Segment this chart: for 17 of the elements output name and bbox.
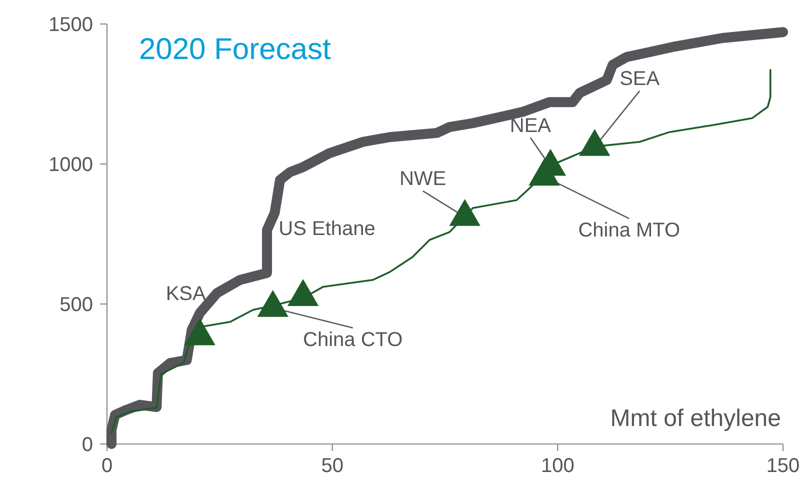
y-tick-label: 1500 <box>48 14 93 36</box>
y-tick-label: 1000 <box>48 154 93 176</box>
annotation: SEA <box>620 68 660 90</box>
y-tick-label: 500 <box>60 294 93 316</box>
x-tick-label: 50 <box>321 455 344 477</box>
x-tick-label: 150 <box>766 455 800 477</box>
x-axis-title: Mmt of ethylene <box>610 405 781 432</box>
x-tick-label: 100 <box>540 455 574 477</box>
annotation: China CTO <box>303 328 403 351</box>
annotation: US Ethane <box>278 218 376 240</box>
x-tick-label: 0 <box>101 455 113 477</box>
annotation: KSA <box>166 283 206 306</box>
chart-title: 2020 Forecast <box>139 33 332 66</box>
y-tick-label: 0 <box>82 434 93 456</box>
annotation: NEA <box>510 114 552 137</box>
annotation: NWE <box>399 168 446 190</box>
annotation: China MTO <box>578 220 680 242</box>
